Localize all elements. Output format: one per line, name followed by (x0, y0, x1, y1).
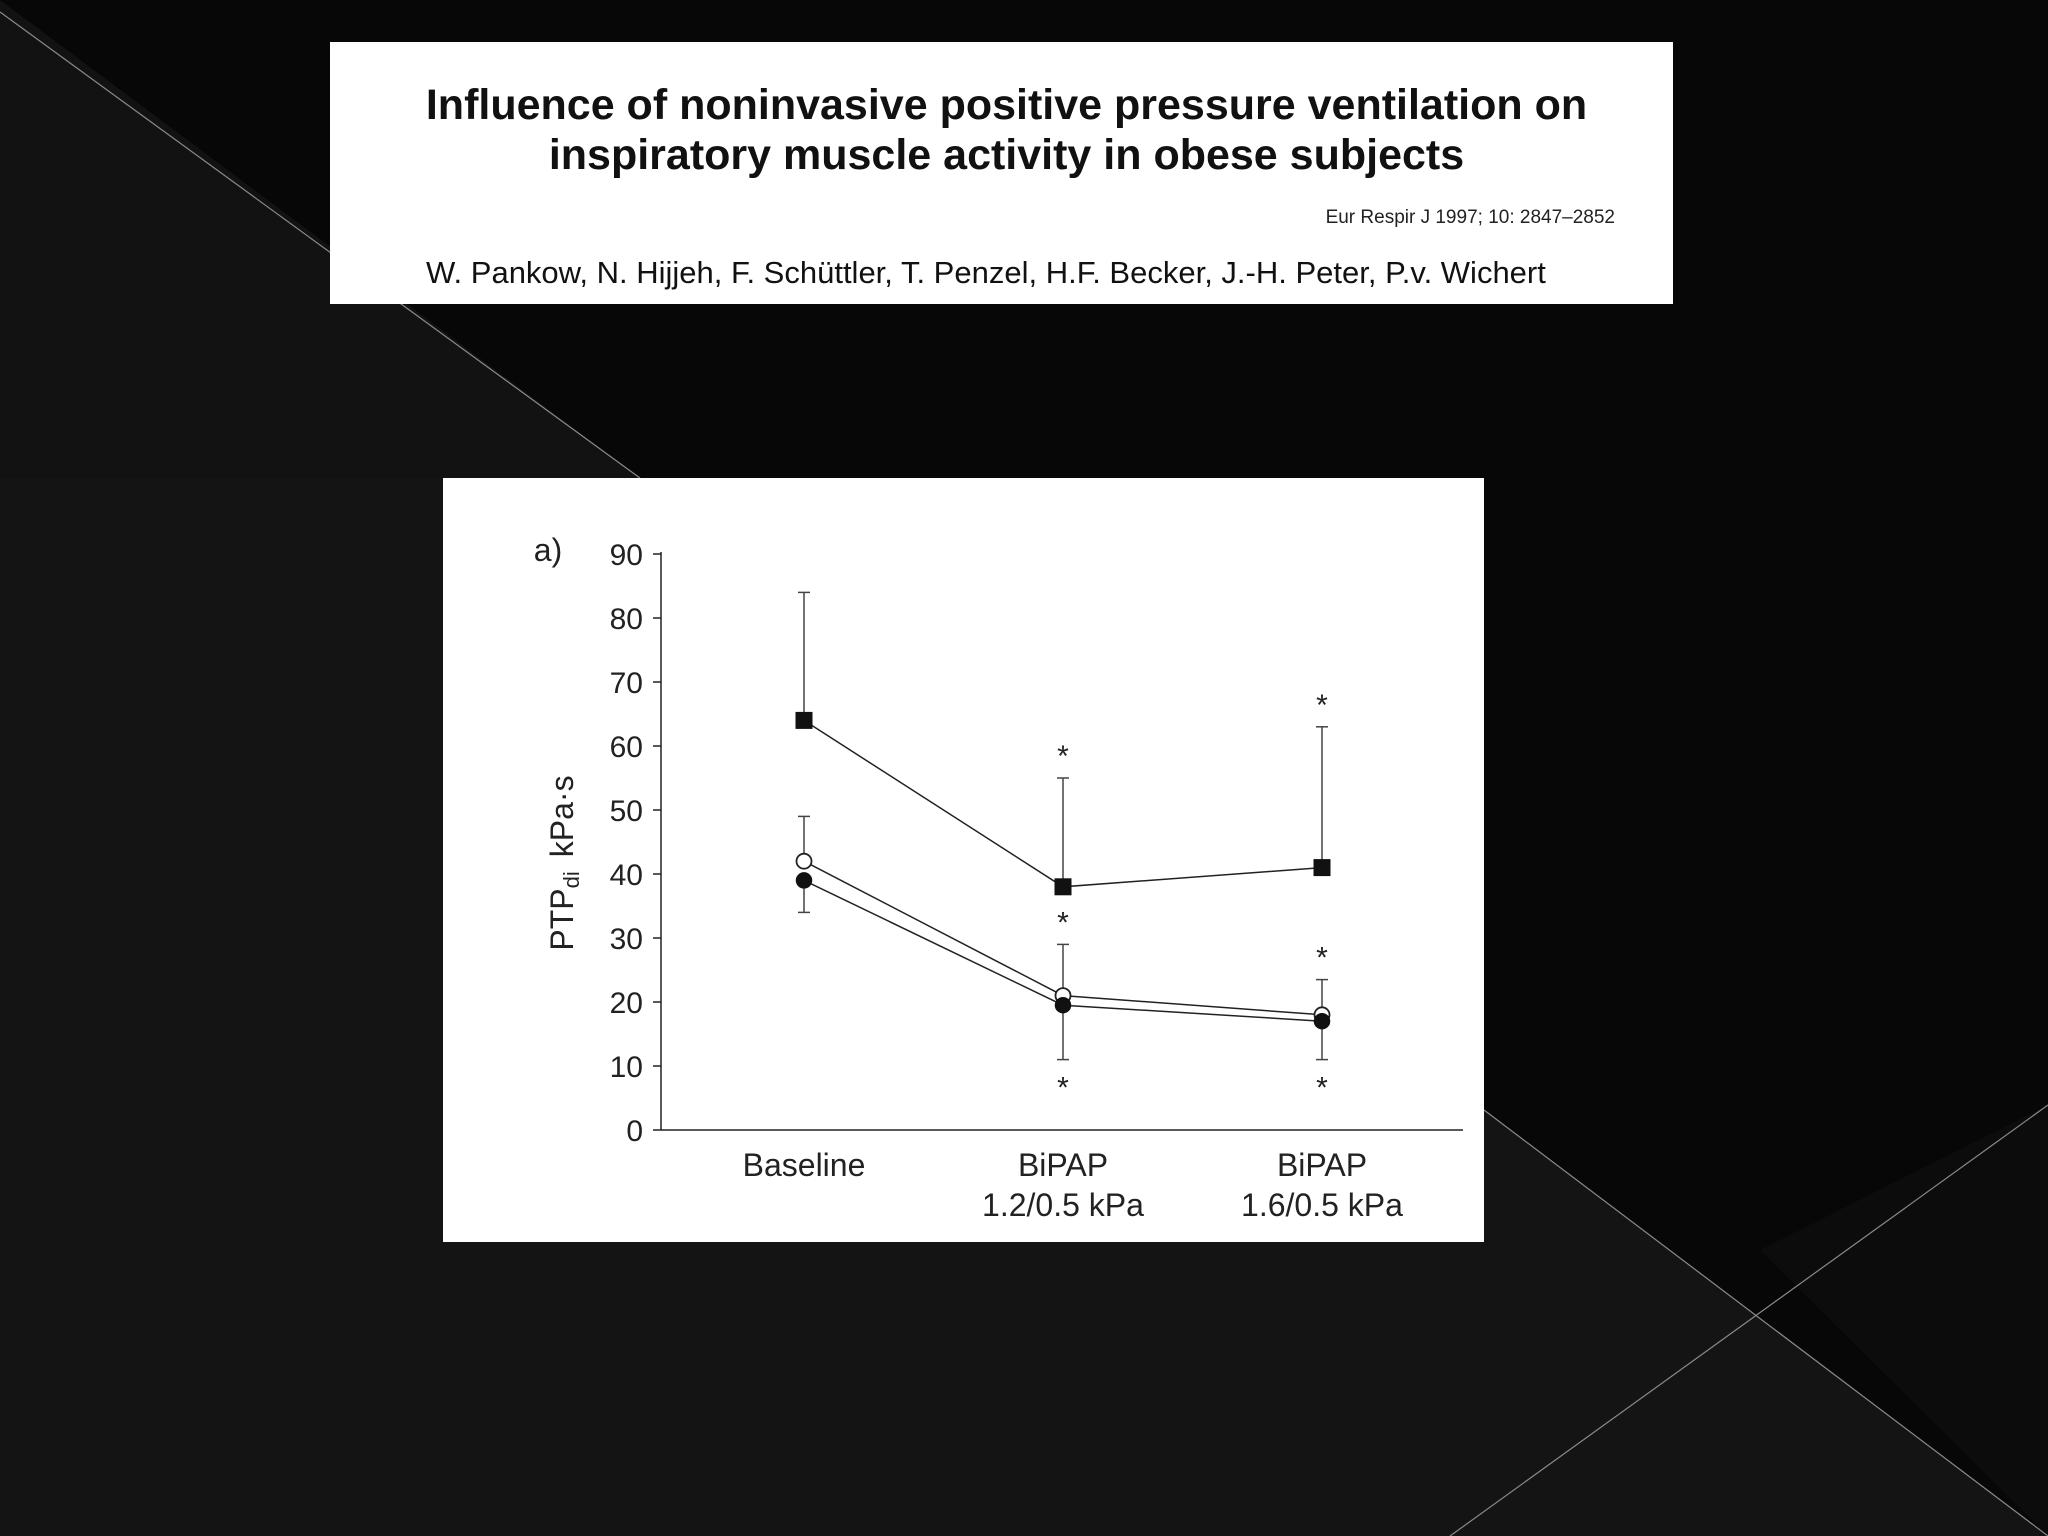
y-tick-label: 20 (610, 987, 643, 1020)
chart-axes: 0 10 20 30 40 50 60 70 80 90 Baseline BiPAP 1.2/0.5 … (610, 539, 1463, 1223)
significance-marker: * (1057, 1072, 1069, 1105)
y-tick-label: 90 (610, 539, 643, 572)
decorative-diagonal-line (1449, 1104, 2048, 1536)
data-point-square (1313, 859, 1331, 877)
significance-marker: * (1057, 740, 1069, 773)
ptp-line-chart: a) PTPdi kPa·s 0 10 20 30 40 50 60 70 80 90 Baselin… (534, 532, 1463, 1223)
x-tick-label-line: 1.6/0.5 kPa (1241, 1187, 1403, 1223)
y-tick-label: 50 (610, 795, 643, 828)
data-point-square (795, 711, 813, 729)
data-point-filled-circle (1313, 1012, 1331, 1030)
y-tick-label: 60 (610, 731, 643, 764)
decorative-diagonal-line (0, 11, 641, 479)
paper-header-card: Influence of noninvasive positive pressu… (330, 42, 1673, 304)
figure-card: a) PTPdi kPa·s 0 10 20 30 40 50 60 70 80 90 Baselin… (443, 478, 1484, 1242)
journal-citation: Eur Respir J 1997; 10: 2847–2852 (1325, 207, 1615, 228)
data-point-filled-circle (795, 872, 813, 889)
data-point-filled-circle (1054, 996, 1072, 1014)
data-point-square (1054, 878, 1072, 896)
x-tick-label-line: 1.2/0.5 kPa (982, 1187, 1144, 1223)
y-tick-label: 40 (610, 859, 643, 892)
significance-marker: * (1316, 942, 1328, 975)
y-tick-label: 0 (626, 1115, 643, 1148)
y-tick-label: 80 (610, 603, 643, 636)
panel-label: a) (534, 532, 562, 568)
y-axis-label-unit: kPa·s (544, 775, 580, 857)
x-tick-label: BiPAP 1.2/0.5 kPa (982, 1147, 1144, 1223)
y-tick-label: 10 (610, 1051, 643, 1084)
x-tick-label-line: Baseline (743, 1147, 866, 1183)
significance-marker: * (1057, 906, 1069, 939)
paper-title: Influence of noninvasive positive pressu… (425, 81, 1588, 179)
y-axis-label: PTPdi kPa·s (544, 775, 584, 950)
y-tick-label: 30 (610, 923, 643, 956)
x-tick-label: Baseline (743, 1147, 866, 1183)
x-tick-label: BiPAP 1.6/0.5 kPa (1241, 1147, 1403, 1223)
x-tick-label-line: BiPAP (1018, 1147, 1108, 1183)
significance-marker: * (1316, 1072, 1328, 1105)
y-axis-label-subscript: di (559, 871, 584, 888)
decorative-diagonal-line (1483, 1109, 2048, 1536)
chart-series: * * * * * * (795, 591, 1331, 1105)
data-point-open-circle (795, 852, 813, 870)
y-tick-label: 70 (610, 667, 643, 700)
y-axis-label-main: PTP (544, 888, 580, 950)
significance-marker: * (1316, 689, 1328, 722)
author-list: W. Pankow, N. Hijjeh, F. Schüttler, T. P… (426, 255, 1546, 290)
x-tick-label-line: BiPAP (1277, 1147, 1367, 1183)
